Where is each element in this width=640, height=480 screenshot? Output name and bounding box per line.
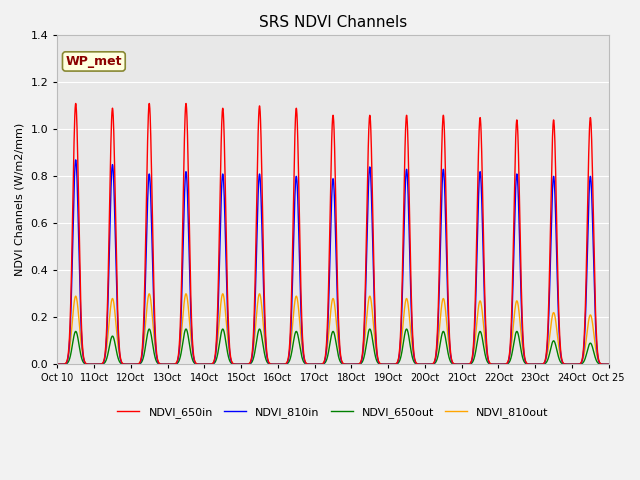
NDVI_810out: [289, 319, 297, 324]
NDVI_650out: [605, 361, 612, 367]
NDVI_650in: [265, 360, 273, 366]
NDVI_810in: [72, 157, 79, 163]
Text: WP_met: WP_met: [66, 55, 122, 68]
Title: SRS NDVI Channels: SRS NDVI Channels: [259, 15, 407, 30]
NDVI_810in: [149, 282, 157, 288]
NDVI_650out: [54, 361, 61, 367]
NDVI_810in: [265, 360, 273, 366]
NDVI_650in: [149, 253, 157, 259]
NDVI_650in: [289, 231, 297, 237]
NDVI_650out: [145, 326, 153, 332]
NDVI_810out: [595, 357, 602, 363]
NDVI_650out: [289, 343, 297, 348]
NDVI_810in: [54, 361, 61, 367]
NDVI_650out: [595, 360, 602, 366]
NDVI_810out: [54, 361, 61, 367]
Line: NDVI_810out: NDVI_810out: [58, 294, 609, 364]
NDVI_810out: [145, 291, 153, 297]
Y-axis label: NDVI Channels (W/m2/mm): NDVI Channels (W/m2/mm): [15, 123, 25, 276]
NDVI_810in: [289, 265, 297, 271]
Line: NDVI_810in: NDVI_810in: [58, 160, 609, 364]
NDVI_650out: [116, 360, 124, 366]
NDVI_650out: [265, 361, 273, 367]
NDVI_810in: [535, 361, 543, 367]
NDVI_810in: [595, 355, 602, 361]
NDVI_810out: [116, 356, 124, 361]
NDVI_810in: [605, 361, 612, 367]
NDVI_650in: [595, 353, 602, 359]
NDVI_650in: [116, 355, 124, 360]
NDVI_810out: [149, 323, 157, 329]
NDVI_810out: [605, 361, 612, 367]
NDVI_650in: [535, 361, 543, 367]
NDVI_650in: [72, 101, 79, 107]
NDVI_650out: [535, 361, 543, 367]
NDVI_810out: [265, 360, 273, 365]
NDVI_650in: [605, 361, 612, 367]
Line: NDVI_650in: NDVI_650in: [58, 104, 609, 364]
Line: NDVI_650out: NDVI_650out: [58, 329, 609, 364]
NDVI_650in: [54, 361, 61, 367]
Legend: NDVI_650in, NDVI_810in, NDVI_650out, NDVI_810out: NDVI_650in, NDVI_810in, NDVI_650out, NDV…: [113, 403, 553, 422]
NDVI_810in: [116, 356, 124, 362]
NDVI_810out: [535, 361, 543, 367]
NDVI_650out: [149, 344, 157, 350]
